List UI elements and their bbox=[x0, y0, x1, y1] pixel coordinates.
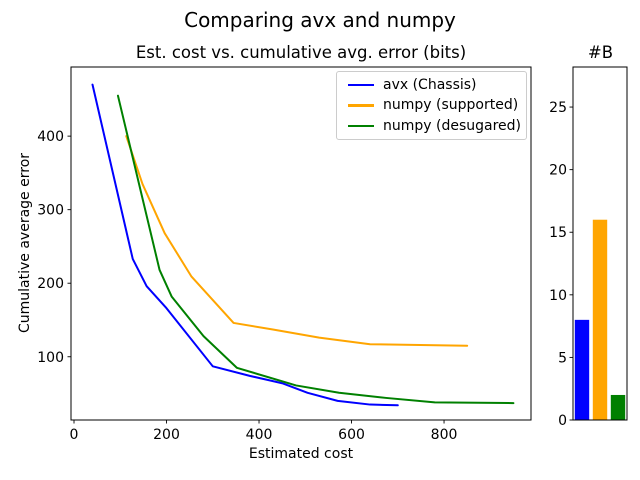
y-tick-label: 400 bbox=[37, 129, 64, 145]
line-numpy-supported bbox=[125, 135, 469, 347]
line-numpy-desugared bbox=[116, 94, 515, 405]
legend-label: numpy (supported) bbox=[383, 97, 519, 114]
line-plot-border bbox=[70, 66, 532, 421]
x-tick-label: 800 bbox=[431, 427, 458, 443]
bar-avx-chassis bbox=[574, 319, 590, 420]
legend-line-sample-green bbox=[348, 124, 374, 128]
bar-y-tick-label: 0 bbox=[558, 413, 567, 429]
y-axis-label: Cumulative average error bbox=[17, 152, 33, 333]
bar-y-tick-label: 5 bbox=[558, 350, 567, 366]
legend-line-sample-blue bbox=[348, 83, 374, 87]
bar-numpy-desugared bbox=[610, 394, 626, 420]
bar-plot-title: #B bbox=[587, 43, 614, 62]
x-tick-label: 0 bbox=[70, 427, 79, 443]
legend: avx (Chassis) numpy (supported) numpy (d… bbox=[336, 71, 527, 140]
x-tick-label: 400 bbox=[246, 427, 273, 443]
x-tick-label: 200 bbox=[153, 427, 180, 443]
bar-y-tick-label: 20 bbox=[549, 163, 567, 179]
bar-y-tick-label: 15 bbox=[549, 225, 567, 241]
line-plot-title: Est. cost vs. cumulative avg. error (bit… bbox=[135, 43, 467, 62]
bar-y-tick-label: 10 bbox=[549, 288, 567, 304]
y-tick-label: 300 bbox=[37, 203, 64, 219]
legend-line-sample-orange bbox=[348, 104, 374, 107]
y-tick-label: 200 bbox=[37, 276, 64, 292]
y-tick-label: 100 bbox=[37, 350, 64, 366]
legend-label: avx (Chassis) bbox=[383, 77, 477, 94]
bar-numpy-supported bbox=[592, 219, 608, 420]
figure-title: Comparing avx and numpy bbox=[184, 8, 456, 32]
bar-y-tick-label: 25 bbox=[549, 100, 567, 116]
bar-plot-border bbox=[572, 66, 628, 421]
line-avx-chassis bbox=[91, 83, 399, 407]
legend-entry-avx-chassis: avx (Chassis) bbox=[337, 75, 526, 95]
legend-entry-numpy-supported: numpy (supported) bbox=[337, 95, 526, 115]
legend-entry-numpy-desugared: numpy (desugared) bbox=[337, 116, 526, 136]
x-axis-label: Estimated cost bbox=[248, 446, 354, 462]
legend-label: numpy (desugared) bbox=[383, 117, 522, 134]
x-tick-label: 600 bbox=[338, 427, 365, 443]
